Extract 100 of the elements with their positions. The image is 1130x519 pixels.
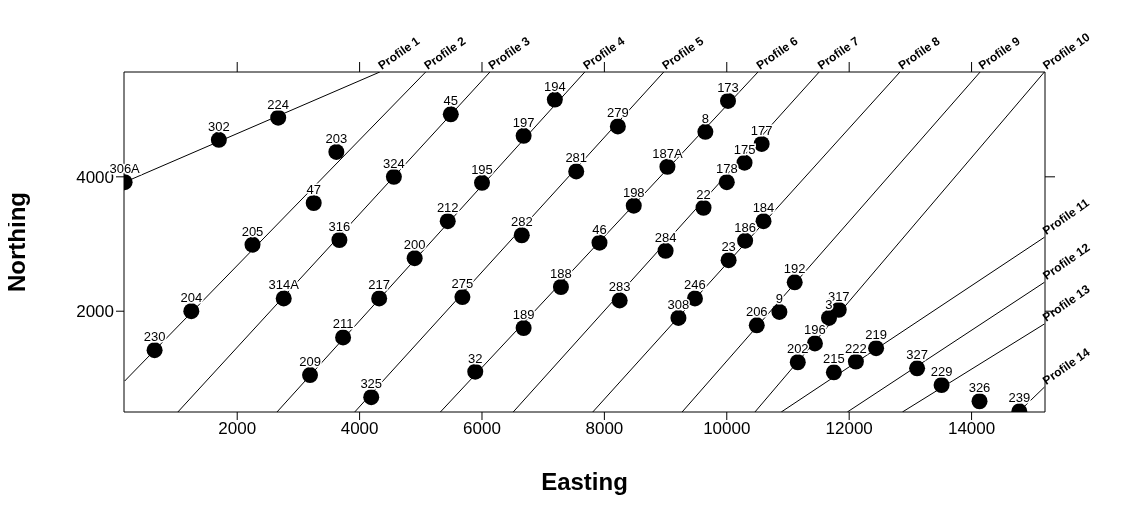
point <box>474 174 490 191</box>
point <box>847 353 864 370</box>
annotation: 9 <box>775 290 784 306</box>
point <box>611 292 628 309</box>
point <box>305 195 322 212</box>
point <box>755 213 772 230</box>
annotation: 198 <box>622 184 645 200</box>
x-tick-label: 14000 <box>947 419 996 439</box>
x-tick-label: 6000 <box>463 419 501 439</box>
annotation: 202 <box>786 341 809 357</box>
annotation: 281 <box>565 150 588 166</box>
annotation: 215 <box>823 351 845 367</box>
annotation: 173 <box>717 79 739 95</box>
annotation: 194 <box>543 78 566 94</box>
point <box>659 158 676 175</box>
point <box>146 342 163 359</box>
point <box>371 290 388 307</box>
point <box>302 367 319 384</box>
point <box>625 197 642 214</box>
point <box>737 232 754 249</box>
annotation: 325 <box>360 376 383 392</box>
point <box>406 250 423 267</box>
annotation: 327 <box>906 347 928 363</box>
point <box>270 109 287 126</box>
annotation: 187A <box>652 145 683 161</box>
annotation: 316 <box>328 218 351 234</box>
x-tick-label: 2000 <box>218 419 257 439</box>
x-tick-label: 8000 <box>585 419 624 439</box>
point <box>753 135 770 152</box>
annotation: 206 <box>745 304 768 320</box>
point <box>467 363 484 380</box>
point <box>609 118 626 135</box>
point <box>210 131 227 148</box>
annotation: 284 <box>654 229 677 245</box>
point <box>720 252 737 269</box>
point <box>657 242 674 259</box>
point <box>183 303 200 320</box>
point <box>515 127 532 144</box>
point <box>909 360 926 377</box>
annotation: 326 <box>968 380 991 396</box>
annotation: 188 <box>550 266 572 282</box>
annotation: 45 <box>443 93 459 109</box>
annotation: 196 <box>804 322 826 338</box>
annotation: 308 <box>667 296 690 312</box>
point <box>331 231 348 248</box>
point <box>513 227 530 244</box>
annotation: 230 <box>143 329 166 345</box>
annotation: 279 <box>607 105 629 121</box>
point <box>670 309 687 326</box>
point <box>718 174 735 191</box>
point <box>244 236 261 253</box>
point <box>546 91 563 108</box>
annotation: 23 <box>721 239 736 255</box>
annotation: 8 <box>701 110 709 126</box>
annotation: 224 <box>267 96 290 112</box>
annotation: 222 <box>845 340 867 356</box>
annotation: 184 <box>752 200 775 216</box>
annotation: 275 <box>451 276 474 292</box>
point <box>439 213 456 230</box>
point <box>515 320 532 337</box>
point <box>806 335 823 352</box>
annotation: 200 <box>403 237 426 253</box>
x-axis-title: Easting <box>541 468 628 495</box>
point <box>695 199 712 216</box>
point <box>736 154 753 171</box>
annotation: 239 <box>1008 390 1031 406</box>
annotation: 211 <box>332 316 354 332</box>
annotation: 203 <box>325 130 348 146</box>
x-tick-label: 12000 <box>825 419 873 439</box>
point <box>825 364 842 381</box>
point <box>933 377 950 394</box>
annotation: 246 <box>684 277 706 293</box>
point <box>442 106 459 123</box>
annotation: 204 <box>180 290 203 306</box>
point <box>748 317 765 334</box>
annotation: 282 <box>510 214 533 230</box>
annotation: 283 <box>608 279 631 295</box>
annotation: 209 <box>299 354 321 370</box>
point <box>552 279 569 296</box>
annotation: 195 <box>471 161 493 177</box>
point <box>363 389 380 406</box>
annotation: 186 <box>734 219 756 235</box>
annotation: 205 <box>241 223 264 239</box>
annotation: 212 <box>436 200 459 216</box>
point <box>771 303 788 320</box>
annotation: 46 <box>592 221 607 237</box>
annotation: 314A <box>268 277 300 293</box>
point <box>720 92 737 109</box>
point <box>789 354 806 371</box>
y-axis-title: Northing <box>2 192 30 292</box>
annotation: 32 <box>468 350 483 366</box>
annotation: 302 <box>208 118 230 134</box>
point <box>335 329 352 346</box>
point <box>786 274 803 291</box>
point <box>275 290 292 307</box>
point <box>868 340 885 357</box>
x-tick-label: 4000 <box>340 419 379 439</box>
point <box>568 163 585 180</box>
point <box>591 234 608 251</box>
annotation: 217 <box>368 277 391 293</box>
